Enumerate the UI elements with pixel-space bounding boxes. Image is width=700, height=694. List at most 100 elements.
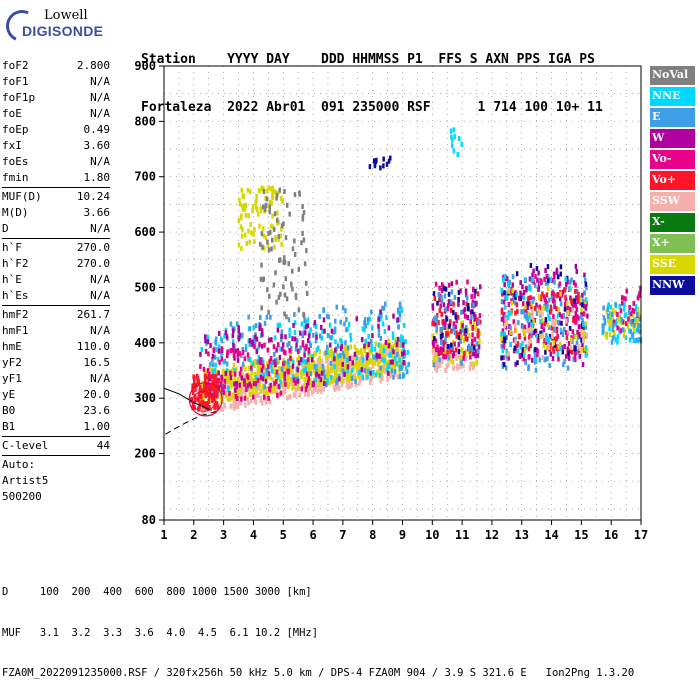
- echo-point: [336, 364, 340, 370]
- legend-item: E: [650, 108, 695, 127]
- echo-point: [313, 369, 317, 375]
- echo-point: [267, 371, 271, 377]
- echo-point: [232, 328, 235, 334]
- echo-point: [549, 342, 552, 348]
- echo-point: [272, 344, 276, 350]
- echo-point: [295, 373, 299, 379]
- echo-point: [258, 326, 261, 332]
- echo-point: [308, 333, 311, 339]
- echo-point: [462, 300, 465, 306]
- echo-point: [468, 346, 472, 352]
- echo-point: [202, 391, 206, 397]
- echo-point: [258, 188, 261, 194]
- echo-point: [321, 328, 324, 334]
- echo-point: [452, 310, 455, 316]
- echo-point: [283, 292, 287, 298]
- echo-point: [356, 365, 359, 371]
- echo-point: [377, 332, 381, 338]
- echo-point: [393, 349, 397, 355]
- echo-point: [609, 304, 613, 310]
- echo-point: [544, 268, 547, 274]
- echo-point: [243, 378, 246, 384]
- echo-point: [251, 394, 255, 400]
- echo-point: [273, 351, 276, 357]
- echo-point: [350, 368, 354, 374]
- echo-point: [455, 279, 458, 285]
- echo-point: [216, 379, 220, 385]
- echo-point: [450, 143, 454, 149]
- echo-point: [529, 286, 532, 292]
- echo-point: [431, 348, 435, 354]
- echo-point: [292, 377, 296, 383]
- echo-point: [366, 320, 370, 326]
- echo-point: [474, 353, 477, 359]
- echo-point: [255, 349, 258, 355]
- echo-point: [440, 350, 444, 356]
- echo-point: [580, 329, 583, 335]
- echo-point: [278, 187, 282, 193]
- echo-point: [546, 264, 550, 270]
- echo-point: [271, 185, 275, 191]
- echo-point: [379, 309, 382, 315]
- echo-point: [567, 340, 571, 346]
- echo-point: [398, 301, 402, 307]
- echo-point: [547, 325, 551, 331]
- echo-point: [396, 317, 400, 323]
- echo-point: [247, 213, 250, 219]
- echo-point: [559, 291, 562, 297]
- echo-point: [533, 282, 537, 288]
- echo-point: [240, 213, 243, 219]
- echo-point: [376, 369, 379, 375]
- echo-point: [541, 355, 544, 361]
- echo-point: [463, 307, 467, 313]
- echo-point: [469, 354, 472, 360]
- echo-point: [363, 327, 366, 333]
- echo-point: [312, 361, 315, 367]
- echo-point: [259, 389, 263, 395]
- echo-point: [393, 366, 397, 372]
- echo-point: [608, 311, 612, 317]
- echo-point: [326, 365, 329, 371]
- echo-point: [288, 368, 292, 374]
- echo-point: [308, 367, 312, 373]
- param-key: hmE: [2, 340, 22, 353]
- x-tick-label: 13: [515, 528, 529, 542]
- echo-point: [434, 338, 438, 344]
- echo-point: [381, 357, 384, 363]
- echo-point: [330, 357, 334, 363]
- echo-point: [318, 349, 322, 355]
- echo-point: [460, 363, 463, 369]
- echo-point: [546, 356, 549, 362]
- echo-point: [556, 351, 560, 357]
- echo-point: [563, 343, 566, 349]
- echo-point: [575, 288, 579, 294]
- echo-point: [266, 361, 269, 367]
- param-row: h`F 270.0: [2, 240, 110, 256]
- x-axis-ticks: 1 2 3 4 5 6 7 8 9 10 11 12 13 14 15 16 17: [160, 520, 648, 542]
- echo-point: [561, 349, 565, 355]
- x-tick-label: 16: [604, 528, 618, 542]
- echo-point: [381, 305, 384, 311]
- echo-point: [271, 194, 274, 200]
- echo-point: [214, 373, 217, 379]
- echo-point: [231, 380, 235, 386]
- echo-point: [303, 391, 307, 397]
- echo-point: [574, 346, 577, 352]
- echo-point: [624, 296, 627, 302]
- echo-point: [276, 210, 279, 216]
- echo-point: [253, 393, 257, 399]
- echo-point: [256, 367, 260, 373]
- echo-point: [449, 299, 453, 305]
- echo-point: [608, 331, 612, 337]
- echo-point: [567, 355, 571, 361]
- echo-point: [245, 387, 248, 393]
- echo-point: [584, 297, 588, 303]
- echo-point: [372, 354, 375, 360]
- echo-point: [531, 299, 535, 305]
- echo-point: [264, 195, 267, 201]
- echo-point: [309, 342, 312, 348]
- echo-point: [244, 403, 247, 409]
- echo-point: [516, 308, 519, 314]
- echo-point: [276, 392, 279, 398]
- echo-point: [389, 155, 392, 161]
